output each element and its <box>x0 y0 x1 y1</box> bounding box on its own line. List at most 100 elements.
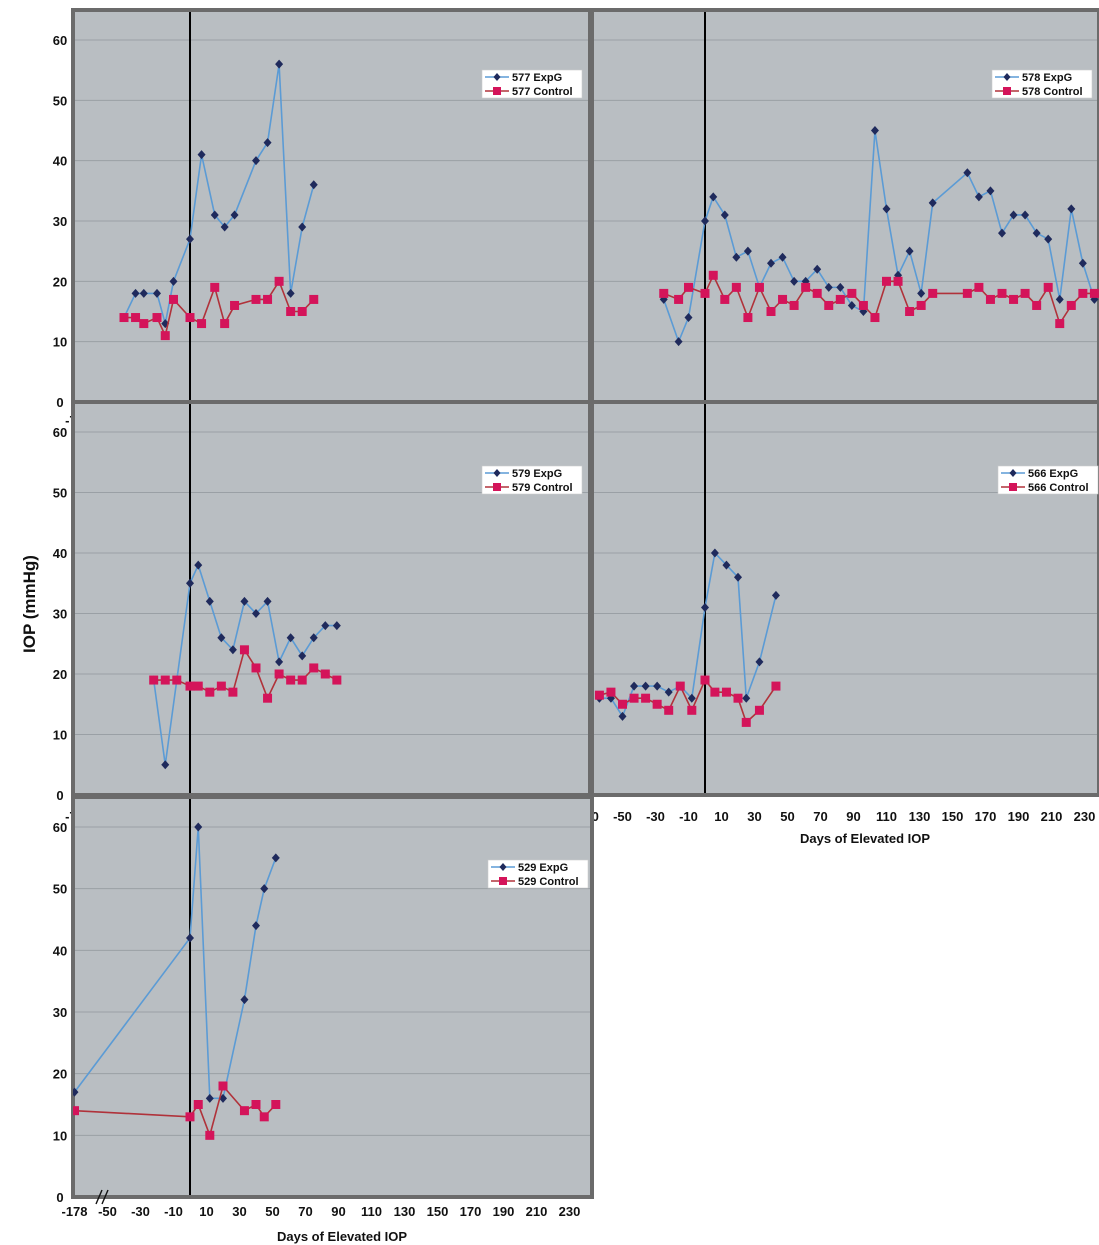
data-point-expg <box>205 596 214 606</box>
panel-578: -70-50-30-101030507090110130150170190210… <box>580 8 1099 428</box>
data-point-expg <box>153 288 161 298</box>
y-tick-label: 60 <box>53 33 67 48</box>
data-point-control <box>297 675 307 685</box>
data-point-expg <box>870 126 879 135</box>
data-point-expg <box>928 198 937 208</box>
data-point-control <box>251 1100 261 1109</box>
legend-label-expg: 578 ExpG <box>1022 72 1072 84</box>
data-point-expg <box>252 609 260 618</box>
plot-area <box>594 548 781 727</box>
data-point-expg <box>674 337 683 347</box>
legend: 578 ExpG 578 Control <box>991 69 1093 99</box>
data-point-control <box>801 282 811 292</box>
panel-background <box>592 402 1099 795</box>
data-point-control <box>210 282 220 292</box>
data-point-expg <box>986 186 995 196</box>
data-point-control <box>741 717 751 727</box>
data-point-control <box>1020 288 1030 298</box>
y-axis-label: IOP (mmHg) <box>20 555 39 653</box>
data-point-control <box>731 282 741 292</box>
plot-area <box>659 126 1099 347</box>
data-point-expg <box>275 657 284 667</box>
data-point-control <box>708 270 718 280</box>
data-point-control <box>870 313 880 323</box>
data-point-expg <box>220 222 229 232</box>
data-point-control <box>789 300 799 310</box>
data-point-expg <box>641 681 650 691</box>
data-point-expg <box>139 288 148 298</box>
x-tick-label: -50 <box>613 809 632 824</box>
data-point-expg <box>1044 234 1053 244</box>
data-point-expg <box>732 252 741 262</box>
x-tick-label: 90 <box>331 1204 345 1219</box>
data-point-control <box>928 288 938 298</box>
data-point-expg <box>905 246 914 256</box>
data-point-expg <box>742 693 751 703</box>
data-point-expg <box>755 657 764 667</box>
data-point-expg <box>917 288 926 298</box>
legend-marker-expg <box>1009 469 1017 477</box>
data-point-control <box>754 282 764 292</box>
data-point-control <box>1032 300 1042 310</box>
data-point-control <box>185 313 195 323</box>
x-tick-label: 50 <box>265 1204 279 1219</box>
y-tick-label: 30 <box>53 607 67 622</box>
data-point-control <box>684 282 693 292</box>
data-point-expg <box>275 59 284 69</box>
data-point-control <box>687 705 697 715</box>
panel-frame <box>590 400 1099 797</box>
data-point-expg <box>1067 204 1076 214</box>
data-point-control <box>675 681 685 691</box>
legend: 566 ExpG 566 Control <box>997 465 1099 495</box>
data-point-expg <box>286 288 295 298</box>
data-point-control <box>251 294 261 304</box>
x-tick-label: -10 <box>679 809 698 824</box>
x-tick-label: -10 <box>164 1204 183 1219</box>
x-tick-label: 70 <box>813 809 827 824</box>
legend-label-expg: 577 ExpG <box>512 72 562 84</box>
plot-area <box>149 560 342 770</box>
y-tick-label: 20 <box>53 667 67 682</box>
data-point-expg <box>630 681 639 691</box>
data-point-expg <box>1055 294 1064 304</box>
legend: 529 ExpG 529 Control <box>487 859 589 889</box>
x-tick-label: 30 <box>232 1204 246 1219</box>
panel-background <box>73 797 592 1197</box>
data-point-expg <box>1009 210 1018 220</box>
panel-frame <box>71 795 594 1199</box>
data-point-expg <box>998 228 1006 238</box>
data-point-expg <box>653 681 662 691</box>
data-point-expg <box>720 210 729 220</box>
data-point-control <box>1066 300 1076 310</box>
data-point-control <box>131 313 141 323</box>
x-tick-label: 190 <box>1008 809 1030 824</box>
data-point-expg <box>169 276 178 286</box>
legend-marker-control <box>499 877 507 885</box>
data-point-control <box>274 276 284 286</box>
data-point-control <box>664 705 674 715</box>
data-point-control <box>193 1100 203 1109</box>
data-point-expg <box>847 300 856 310</box>
data-point-control <box>720 294 730 304</box>
x-tick-label: 230 <box>559 1204 581 1219</box>
legend-marker-expg <box>493 73 501 81</box>
panel-579: 0102030405060-70-50-30-10103050709011013… <box>53 400 592 824</box>
data-point-control <box>309 294 319 304</box>
x-tick-label: 30 <box>747 809 761 824</box>
legend-marker-control <box>1003 87 1011 95</box>
data-point-control <box>594 690 604 700</box>
legend: 579 ExpG 579 Control <box>481 465 583 495</box>
data-point-control <box>652 699 662 709</box>
legend-marker-control <box>493 87 501 95</box>
y-tick-label: 0 <box>56 1190 63 1205</box>
data-point-expg <box>309 633 318 643</box>
x-tick-label: 190 <box>493 1204 515 1219</box>
data-point-control <box>216 681 226 691</box>
data-point-control <box>263 294 273 304</box>
data-point-control <box>905 307 915 316</box>
y-tick-label: 40 <box>53 943 67 958</box>
data-point-control <box>778 294 788 304</box>
panel-background <box>73 402 590 795</box>
data-point-control <box>893 276 903 286</box>
series-line-expg <box>662 130 1096 344</box>
